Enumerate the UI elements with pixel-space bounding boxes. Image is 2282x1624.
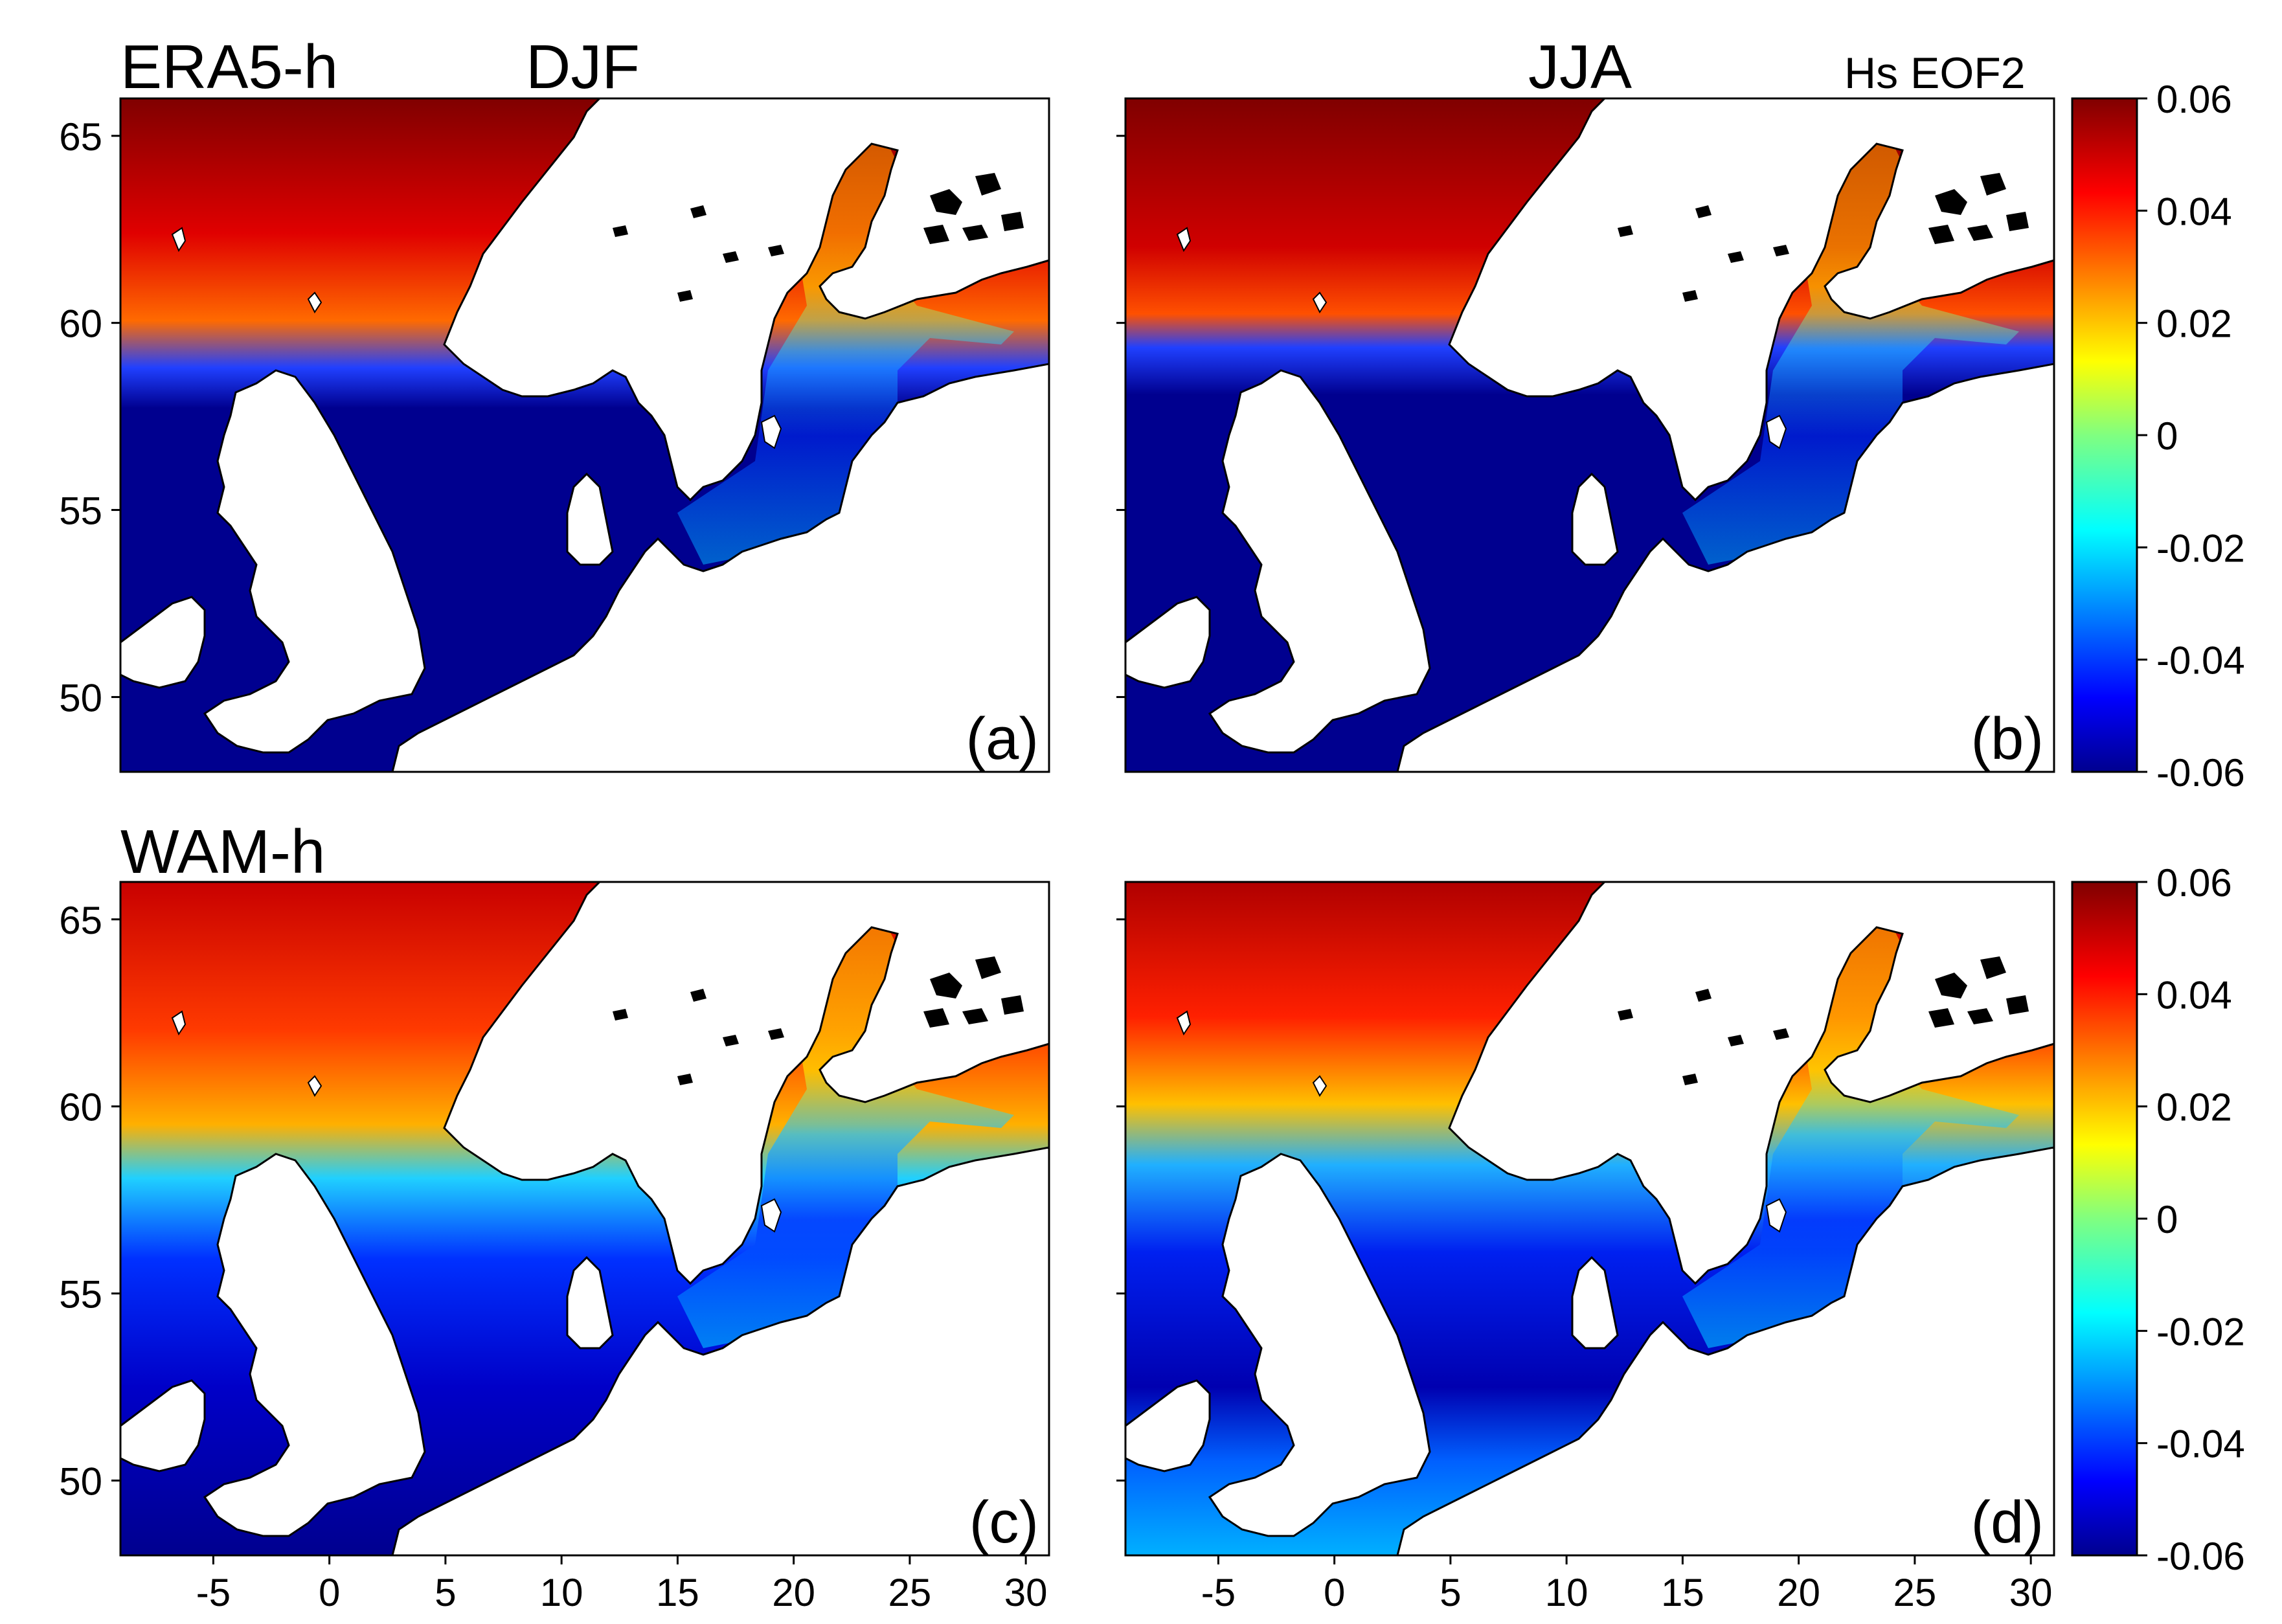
colorbar-tick-label: 0.04: [2156, 973, 2232, 1017]
y-tick-label: 50: [59, 676, 102, 719]
panel-frame: [1124, 97, 2055, 773]
panel-tag: (c): [969, 1489, 1039, 1555]
colorbar-tick-label: 0.02: [2156, 1086, 2232, 1129]
x-tick-label: 0: [319, 1571, 340, 1614]
x-tick-label: 15: [656, 1571, 699, 1614]
y-tick-label: 60: [59, 1086, 102, 1129]
colorbar-ramp: [2071, 97, 2138, 773]
y-tick-label: 65: [59, 115, 102, 159]
colorbar-tick-label: 0: [2156, 1198, 2178, 1241]
panel-tag: (a): [966, 706, 1039, 772]
colorbar: 0.06 0.04 0.02 0 -0.02 -0.04 -0.06: [2071, 78, 2245, 795]
panel-frame: [119, 97, 1050, 773]
y-tick-label: 50: [59, 1460, 102, 1503]
panel-frame: [1124, 881, 2055, 1557]
x-tick-label: 20: [772, 1571, 815, 1614]
x-tick-label: 25: [888, 1571, 932, 1614]
x-tick-label: 15: [1661, 1571, 1704, 1614]
map-panel: (b): [1116, 97, 2055, 773]
x-tick-label: 20: [1777, 1571, 1820, 1614]
row1-title: ERA5-h: [120, 32, 338, 102]
col1-title: DJF: [526, 32, 640, 102]
colorbar-tick-label: -0.06: [2156, 751, 2245, 795]
col2-title: JJA: [1528, 32, 1632, 102]
y-tick-label: 60: [59, 302, 102, 346]
x-tick-label: 30: [1004, 1571, 1048, 1614]
panel-tag: (d): [1971, 1489, 2044, 1555]
colorbar: 0.06 0.04 0.02 0 -0.02 -0.04 -0.06: [2071, 861, 2245, 1578]
y-tick-label: 55: [59, 1273, 102, 1316]
panel-tag: (b): [1971, 706, 2044, 772]
colorbar-tick-label: 0.06: [2156, 861, 2232, 905]
variable-label: Hs EOF2: [1844, 49, 2026, 98]
x-tick-label: -5: [1201, 1571, 1236, 1614]
x-tick-label: -5: [196, 1571, 231, 1614]
colorbar-tick-label: -0.04: [2156, 639, 2245, 682]
map-panel: (d) -5 0 5 10 15 20 25 30: [1116, 881, 2055, 1614]
colorbar-tick-label: -0.02: [2156, 1310, 2245, 1353]
x-tick-label: 5: [435, 1571, 456, 1614]
x-tick-label: 25: [1893, 1571, 1937, 1614]
colorbar-ramp: [2071, 881, 2138, 1557]
colorbar-tick-label: 0.02: [2156, 302, 2232, 346]
row2-title: WAM-h: [120, 817, 325, 886]
map-panel: (c) 65 60 55 50 -5 0 5 10 15 20 25 30: [59, 881, 1050, 1614]
colorbar-tick-label: 0.06: [2156, 78, 2232, 121]
map-panel: (a) 65 60 55 50: [59, 97, 1050, 773]
x-tick-label: 0: [1324, 1571, 1345, 1614]
colorbar-tick-label: -0.06: [2156, 1535, 2245, 1578]
colorbar-tick-label: 0.04: [2156, 190, 2232, 233]
x-tick-label: 5: [1440, 1571, 1461, 1614]
panel-frame: [119, 881, 1050, 1557]
x-tick-label: 10: [540, 1571, 583, 1614]
colorbar-tick-label: 0: [2156, 414, 2178, 458]
x-tick-label: 30: [2009, 1571, 2053, 1614]
baltic-sea-field: [677, 921, 1014, 1348]
colorbar-tick-label: -0.04: [2156, 1423, 2245, 1466]
baltic-sea-field: [1682, 921, 2019, 1348]
y-tick-label: 65: [59, 899, 102, 942]
colorbar-tick-label: -0.02: [2156, 526, 2245, 570]
y-tick-label: 55: [59, 490, 102, 533]
baltic-sea-field: [1682, 137, 2019, 565]
baltic-sea-field: [677, 137, 1014, 565]
x-tick-label: 10: [1545, 1571, 1588, 1614]
